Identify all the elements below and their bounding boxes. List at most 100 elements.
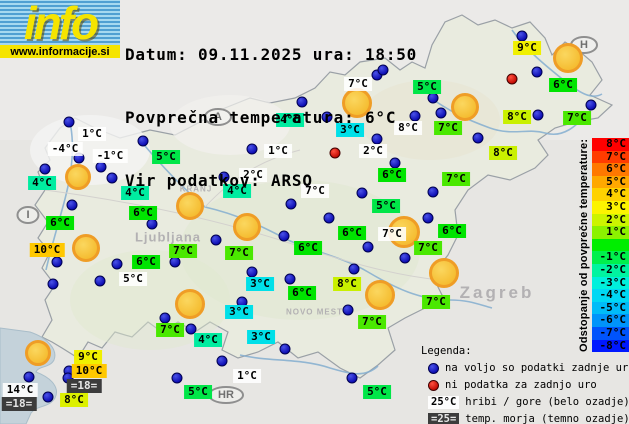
sun-marker bbox=[451, 93, 479, 121]
logo-brand-text: info bbox=[23, 0, 99, 45]
station-temp-label: 9°C bbox=[74, 350, 102, 364]
station-temp-label: 3°C bbox=[247, 330, 275, 344]
temperature-deviation-scale: 8°C 7°C 6°C 5°C 4°C 3°C 2°C 1°C -1°C -2°C -3°C -4°C… bbox=[592, 137, 629, 353]
scale-row: 6°C bbox=[592, 163, 629, 176]
legend-item: ni podatka za zadnjo uro bbox=[428, 378, 629, 393]
station-temp-label: 7°C bbox=[301, 184, 329, 198]
station-dot-recent bbox=[246, 266, 258, 278]
legend-mountain-box: 25°C bbox=[428, 396, 460, 409]
sun-marker bbox=[65, 164, 91, 190]
station-dot-recent bbox=[137, 135, 149, 147]
station-dot-recent bbox=[94, 275, 106, 287]
header-date-line: Datum: 09.11.2025 ura: 18:50 bbox=[125, 45, 418, 64]
station-dot-recent bbox=[111, 258, 123, 270]
station-temp-label: 7°C bbox=[378, 227, 406, 241]
station-temp-label: -1°C bbox=[92, 149, 128, 163]
station-dot-recent bbox=[47, 278, 59, 290]
station-dot-recent bbox=[106, 172, 118, 184]
legend-item-text: ni podatka za zadnjo uro bbox=[445, 379, 597, 391]
legend-blue-dot-icon bbox=[428, 363, 439, 374]
station-temp-label: 7°C bbox=[442, 172, 470, 186]
station-dot-recent bbox=[377, 64, 389, 76]
station-temp-label: 5°C bbox=[372, 199, 400, 213]
station-temp-label: =18= bbox=[66, 379, 102, 393]
station-temp-label: 8°C bbox=[333, 277, 361, 291]
map-legend: Legenda: na voljo so podatki zadnje ure n… bbox=[421, 344, 629, 424]
station-temp-label: 1°C bbox=[78, 127, 106, 141]
station-temp-label: 5°C bbox=[184, 385, 212, 399]
station-temp-label: 2°C bbox=[239, 168, 267, 182]
station-dot-recent bbox=[63, 116, 75, 128]
scale-row: -4°C bbox=[592, 289, 629, 302]
station-dot-recent bbox=[169, 256, 181, 268]
station-temp-label: 4°C bbox=[223, 184, 251, 198]
station-dot-recent bbox=[279, 343, 291, 355]
station-temp-label: 9°C bbox=[513, 41, 541, 55]
station-dot-recent bbox=[362, 241, 374, 253]
legend-item: 25°C hribi / gore (belo ozadje) bbox=[428, 395, 629, 410]
station-dot-recent bbox=[210, 234, 222, 246]
station-temp-label: 6°C bbox=[46, 216, 74, 230]
station-temp-label: 6°C bbox=[378, 168, 406, 182]
station-dot-recent bbox=[422, 212, 434, 224]
legend-sea-box: =25= bbox=[428, 413, 460, 424]
scale-row: -2°C bbox=[592, 263, 629, 277]
scale-row: -6°C bbox=[592, 314, 629, 327]
scale-row: 3°C bbox=[592, 200, 629, 214]
station-temp-label: 6°C bbox=[549, 78, 577, 92]
station-dot-recent bbox=[284, 273, 296, 285]
city-label: Zagreb bbox=[459, 283, 535, 302]
station-dot-recent bbox=[532, 109, 544, 121]
station-dot-recent bbox=[159, 312, 171, 324]
station-dot-recent bbox=[42, 391, 54, 403]
station-dot-recent bbox=[427, 92, 439, 104]
station-dot-recent bbox=[323, 212, 335, 224]
station-temp-label: 7°C bbox=[414, 241, 442, 255]
station-temp-label: 6°C bbox=[288, 286, 316, 300]
scale-row: 4°C bbox=[592, 188, 629, 201]
station-dot-recent bbox=[216, 355, 228, 367]
sun-marker bbox=[72, 234, 100, 262]
logo-url-bar[interactable]: www.informacije.si bbox=[0, 45, 120, 58]
station-temp-label: 5°C bbox=[413, 80, 441, 94]
station-temp-label: 4°C bbox=[276, 113, 304, 127]
sun-marker bbox=[176, 192, 204, 220]
station-temp-label: 1°C bbox=[233, 369, 261, 383]
legend-mountain-box: 25°C bbox=[428, 396, 460, 409]
sun-marker bbox=[25, 340, 51, 366]
scale-row: -7°C bbox=[592, 326, 629, 340]
station-temp-label: 5°C bbox=[152, 150, 180, 164]
station-dot-recent bbox=[296, 96, 308, 108]
station-temp-label: 6°C bbox=[294, 241, 322, 255]
station-temp-label: 6°C bbox=[438, 224, 466, 238]
logo-background: info bbox=[0, 0, 120, 45]
station-temp-label: 7°C bbox=[563, 111, 591, 125]
scale-row bbox=[592, 238, 629, 252]
sun-marker bbox=[233, 213, 261, 241]
city-label: KRANJ bbox=[179, 184, 213, 194]
legend-item: na voljo so podatki zadnje ure bbox=[428, 361, 629, 376]
scale-row: 2°C bbox=[592, 213, 629, 227]
station-temp-label: 7°C bbox=[169, 244, 197, 258]
legend-item-text: hribi / gore (belo ozadje) bbox=[465, 396, 629, 408]
station-dot-recent bbox=[246, 143, 258, 155]
station-dot-recent bbox=[531, 66, 543, 78]
station-temp-label: 4°C bbox=[28, 176, 56, 190]
station-dot-stale bbox=[506, 73, 518, 85]
scale-row: 1°C bbox=[592, 226, 629, 239]
station-dot-recent bbox=[171, 372, 183, 384]
station-dot-recent bbox=[472, 132, 484, 144]
station-temp-label: 4°C bbox=[194, 333, 222, 347]
site-logo[interactable]: info www.informacije.si bbox=[0, 0, 120, 58]
scale-row: -5°C bbox=[592, 301, 629, 315]
station-dot-stale bbox=[329, 147, 341, 159]
station-temp-label: -4°C bbox=[47, 142, 83, 156]
station-dot-recent bbox=[285, 198, 297, 210]
station-temp-label: 8°C bbox=[394, 121, 422, 135]
station-dot-recent bbox=[342, 304, 354, 316]
country-sign-a: A bbox=[204, 108, 232, 126]
station-temp-label: 8°C bbox=[489, 146, 517, 160]
station-dot-recent bbox=[23, 371, 35, 383]
station-temp-label: 10°C bbox=[71, 364, 107, 378]
